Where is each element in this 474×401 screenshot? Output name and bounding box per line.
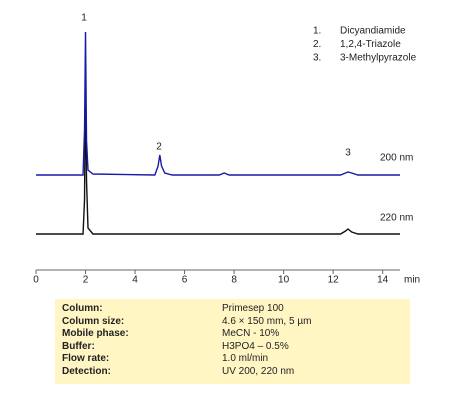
condition-key: Column size: xyxy=(62,315,125,327)
legend-number: 2. xyxy=(313,39,321,50)
condition-key: Flow rate: xyxy=(62,353,110,364)
x-axis-label: min xyxy=(404,275,420,286)
peak-label: 1 xyxy=(81,13,87,24)
trace xyxy=(36,74,400,235)
condition-key: Buffer: xyxy=(62,340,95,352)
trace xyxy=(36,31,400,176)
x-tick-label: 10 xyxy=(278,275,290,286)
legend-name: 3-Methylpyrazole xyxy=(340,53,417,64)
condition-value: UV 200, 220 nm xyxy=(222,365,295,377)
condition-row: Flow rate: 1.0 ml/min xyxy=(62,353,311,366)
condition-row: Column size: 4.6 × 150 mm, 5 µm xyxy=(62,316,311,329)
x-tick-label: 12 xyxy=(328,275,340,286)
peak-label: 2 xyxy=(156,142,162,153)
x-tick-label: 2 xyxy=(83,275,89,286)
condition-row: Mobile phase: MeCN - 10% xyxy=(62,328,311,341)
condition-row: Detection: UV 200, 220 nm xyxy=(62,366,311,379)
condition-value: 4.6 × 150 mm, 5 µm xyxy=(222,315,312,327)
x-tick-label: 8 xyxy=(231,275,237,286)
legend-number: 3. xyxy=(313,53,321,64)
condition-value: MeCN - 10% xyxy=(222,328,280,339)
series-label: 220 nm xyxy=(380,213,413,224)
condition-key: Mobile phase: xyxy=(62,328,129,339)
condition-key: Detection: xyxy=(62,365,111,377)
legend-name: 1,2,4-Triazole xyxy=(340,39,401,50)
condition-value: 1.0 ml/min xyxy=(222,353,269,364)
x-tick-label: 0 xyxy=(33,275,39,286)
legend-number: 1. xyxy=(313,26,321,37)
condition-value: H3PO4 – 0.5% xyxy=(222,340,289,352)
conditions-box: Column: Primesep 100 Column size: 4.6 × 150… xyxy=(55,299,410,384)
condition-row: Column: Primesep 100 xyxy=(62,303,311,316)
legend-name: Dicyandiamide xyxy=(340,26,406,37)
series-label: 200 nm xyxy=(380,153,413,164)
conditions-table: Column: Primesep 100 Column size: 4.6 × 150… xyxy=(62,303,311,378)
condition-key: Column: xyxy=(62,303,103,314)
x-tick-label: 14 xyxy=(377,275,389,286)
x-tick-label: 6 xyxy=(182,275,188,286)
condition-value: Primesep 100 xyxy=(222,303,284,314)
peak-label: 3 xyxy=(345,148,351,159)
x-tick-label: 4 xyxy=(132,275,138,286)
condition-row: Buffer: H3PO4 – 0.5% xyxy=(62,341,311,354)
